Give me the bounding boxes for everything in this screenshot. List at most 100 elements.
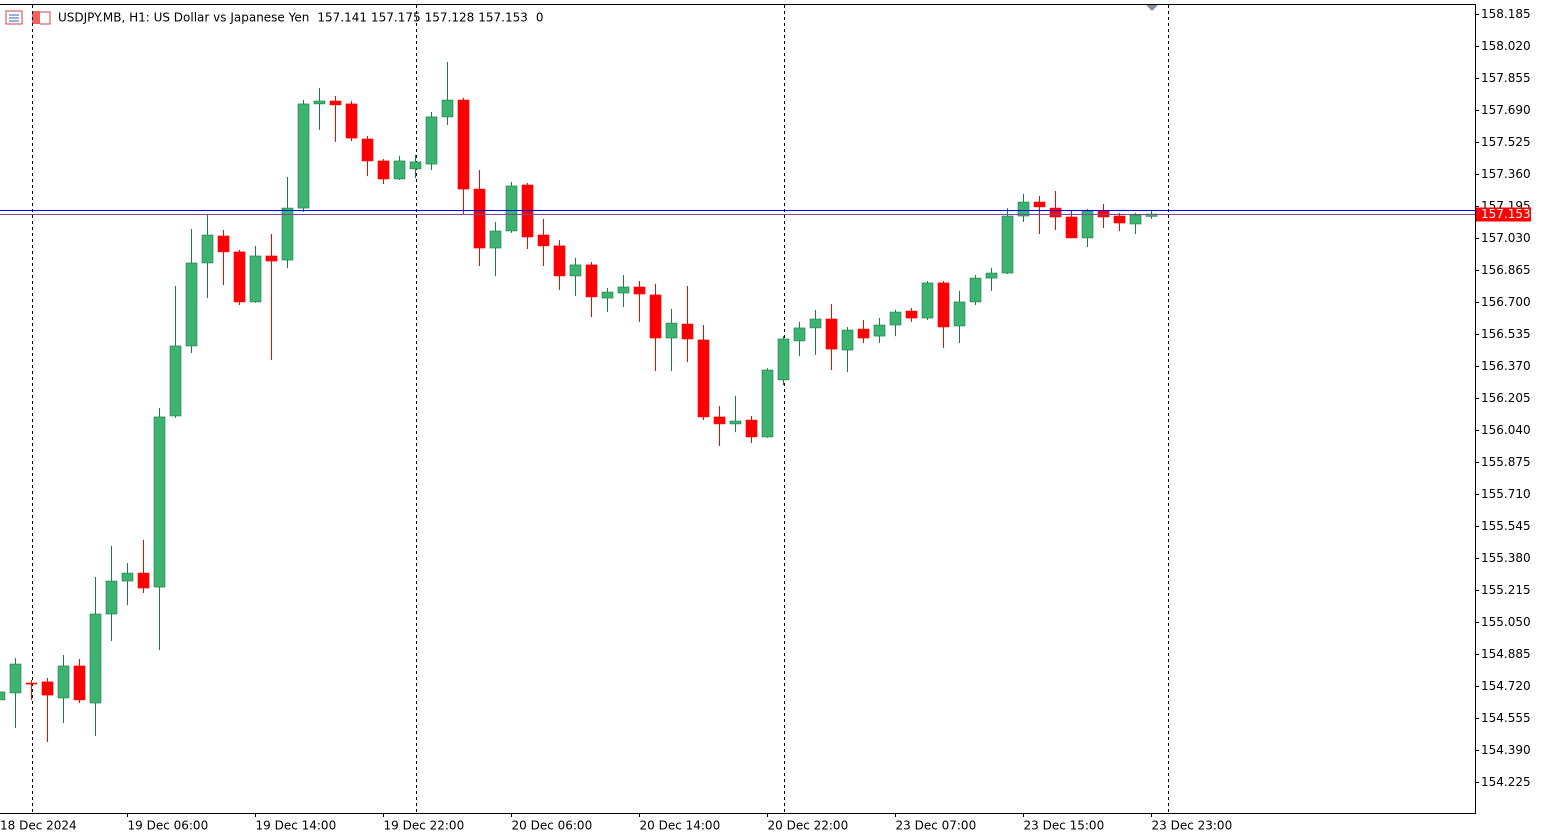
candle-body xyxy=(1049,207,1062,218)
candle-body xyxy=(297,103,310,209)
candle-body xyxy=(905,310,918,319)
x-tick-label: 19 Dec 14:00 xyxy=(256,819,337,833)
y-tick-label: 157.360 xyxy=(1481,167,1531,181)
y-tick-label: 154.720 xyxy=(1481,679,1531,693)
candle-body xyxy=(793,327,806,342)
candle-body xyxy=(569,264,582,277)
candle-body xyxy=(281,207,294,261)
x-tick-label: 23 Dec 07:00 xyxy=(896,819,977,833)
candle-body xyxy=(441,99,454,118)
candle-body xyxy=(681,323,694,340)
y-tick-label: 156.370 xyxy=(1481,359,1531,373)
candle-body xyxy=(201,234,214,264)
candle-body xyxy=(937,282,950,328)
candle-body xyxy=(169,345,182,417)
x-tick-label: 23 Dec 15:00 xyxy=(1024,819,1105,833)
candle-body xyxy=(969,277,982,303)
candle-body xyxy=(185,262,198,347)
y-tick-label: 156.040 xyxy=(1481,423,1531,437)
y-tick-label: 155.215 xyxy=(1481,583,1531,597)
y-tick-label: 157.525 xyxy=(1481,135,1531,149)
menu-icon[interactable] xyxy=(5,10,23,25)
icon-body xyxy=(32,11,40,24)
candle-body xyxy=(9,663,22,694)
x-tick-label: 19 Dec 22:00 xyxy=(384,819,465,833)
candle-body xyxy=(377,160,390,180)
candle-body xyxy=(1113,215,1126,224)
candle-body xyxy=(553,245,566,277)
candle-body xyxy=(409,161,422,170)
candle-body xyxy=(25,682,38,685)
candle-body xyxy=(873,324,886,337)
candle-body xyxy=(153,416,166,588)
header-open: 157.141 xyxy=(317,11,367,25)
candle-body xyxy=(953,301,966,327)
y-tick-label: 156.205 xyxy=(1481,391,1531,405)
chart-title: USDJPY.MB, H1: US Dollar vs Japanese Yen xyxy=(58,11,309,25)
y-tick-label: 154.555 xyxy=(1481,711,1531,725)
candle-body xyxy=(121,572,134,582)
y-tick-label: 158.185 xyxy=(1481,7,1531,21)
candle-body xyxy=(137,572,150,589)
icon-outline xyxy=(40,11,51,25)
candle-body xyxy=(1033,201,1046,208)
header-low: 157.128 xyxy=(425,11,475,25)
candle-body xyxy=(105,580,118,615)
candle-body xyxy=(249,255,262,303)
candle-body xyxy=(617,286,630,294)
candle-body xyxy=(921,282,934,319)
candle-body xyxy=(393,160,406,180)
algo-icon[interactable] xyxy=(32,11,51,25)
x-tick-label: 18 Dec 2024 xyxy=(0,819,77,833)
candle-body xyxy=(1097,210,1110,218)
candle-body xyxy=(537,234,550,247)
candle-body xyxy=(313,100,326,105)
candle-body xyxy=(809,318,822,329)
candle-body xyxy=(1081,210,1094,239)
candle-body xyxy=(601,291,614,299)
x-tick-label: 20 Dec 14:00 xyxy=(640,819,721,833)
candle-body xyxy=(889,311,902,326)
candle-body xyxy=(777,338,790,381)
candle-body xyxy=(1017,201,1030,217)
y-tick-label: 156.865 xyxy=(1481,263,1531,277)
candle-body xyxy=(585,264,598,298)
candle-body xyxy=(985,272,998,279)
candle-body xyxy=(345,103,358,139)
x-tick-label: 20 Dec 22:00 xyxy=(768,819,849,833)
candle-body xyxy=(1065,216,1078,239)
y-tick-label: 157.855 xyxy=(1481,71,1531,85)
candle-body xyxy=(729,420,742,425)
candle-body xyxy=(489,230,502,249)
header-high: 157.175 xyxy=(371,11,421,25)
x-tick-label: 19 Dec 06:00 xyxy=(128,819,209,833)
y-tick-label: 156.700 xyxy=(1481,295,1531,309)
y-tick-label: 155.380 xyxy=(1481,551,1531,565)
y-tick-label: 155.050 xyxy=(1481,615,1531,629)
y-tick-label: 154.885 xyxy=(1481,647,1531,661)
candle-body xyxy=(1001,215,1014,274)
x-tick-label: 23 Dec 23:00 xyxy=(1152,819,1233,833)
candle-body xyxy=(825,318,838,350)
candle-body xyxy=(713,416,726,425)
candle-body xyxy=(505,185,518,232)
candle-body xyxy=(233,251,246,303)
candle-body xyxy=(41,681,54,696)
candle-body xyxy=(425,116,438,165)
y-tick-label: 156.535 xyxy=(1481,327,1531,341)
candle-body xyxy=(841,329,854,351)
y-tick-label: 155.875 xyxy=(1481,455,1531,469)
y-tick-label: 157.690 xyxy=(1481,103,1531,117)
y-tick-label: 158.020 xyxy=(1481,39,1531,53)
candle-body xyxy=(857,328,870,339)
candle-body xyxy=(329,100,342,106)
candle-body xyxy=(73,665,86,701)
y-tick-label: 154.225 xyxy=(1481,775,1531,789)
y-tick-label: 155.710 xyxy=(1481,487,1531,501)
candle-body xyxy=(457,99,470,190)
x-tick-label: 20 Dec 06:00 xyxy=(512,819,593,833)
candle-body xyxy=(0,691,6,701)
